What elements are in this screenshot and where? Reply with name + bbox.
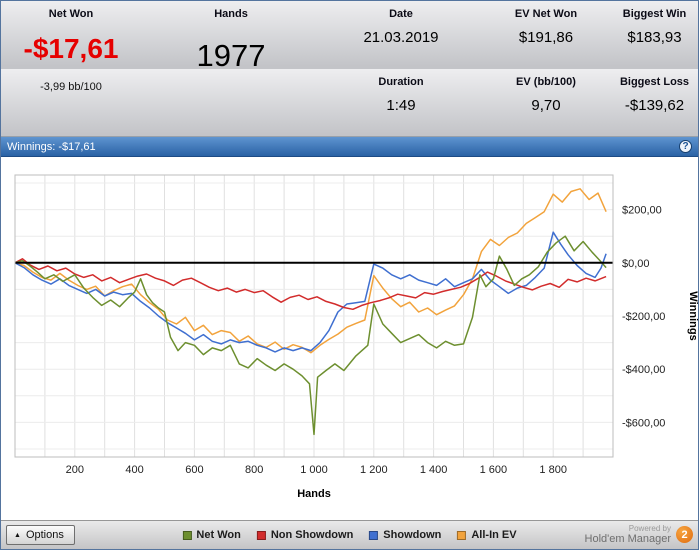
legend-swatch-icon [369, 530, 379, 540]
y-tick-label: -$600,00 [622, 417, 665, 429]
ev-net-won-value: $191,86 [518, 29, 574, 46]
net-won-label: Net Won [48, 8, 94, 20]
duration-label: Duration [378, 76, 424, 88]
series-lines [14, 188, 607, 436]
x-tick-label: 400 [125, 464, 143, 476]
help-icon[interactable]: ? [679, 140, 692, 153]
x-tick-label: 1 200 [360, 464, 388, 476]
stats-header: Date 21.03.2019 Net Won -$17,61 -3,99 bb… [1, 1, 698, 137]
legend-swatch-icon [457, 530, 467, 540]
series-line-net-won [14, 235, 607, 436]
legend-item-non-showdown: Non Showdown [256, 529, 354, 541]
y-tick-label: -$200,00 [622, 311, 665, 323]
x-tick-label: 1 600 [480, 464, 508, 476]
stat-hands: Hands 1977 [141, 1, 321, 137]
stat-date: Date 21.03.2019 [321, 1, 481, 69]
brand-label: Hold'em Manager [584, 533, 671, 546]
caret-up-icon: ▲ [14, 531, 21, 539]
stat-biggest-win: Biggest Win $183,93 [611, 1, 698, 69]
chart-titlebar: Winnings: -$17,61 ? [1, 137, 698, 157]
stat-ev-bb100: EV (bb/100) 9,70 [481, 69, 611, 137]
chart-canvas: 200 400 600 800 1 000 1 200 1 400 1 600 1 800 $20… [14, 174, 699, 500]
stat-net-won: Net Won -$17,61 -3,99 bb/100 [1, 1, 141, 137]
options-button[interactable]: ▲ Options [6, 525, 75, 545]
stat-biggest-loss: Biggest Loss -$139,62 [611, 69, 698, 137]
powered-by-block: Powered by Hold'em Manager 2 [585, 524, 693, 546]
x-tick-label: 1 800 [539, 464, 567, 476]
x-tick-label: 1 000 [300, 464, 328, 476]
y-tick-label: $0,00 [622, 258, 650, 270]
series-line-all-in-ev [14, 188, 607, 354]
hm2-logo: 2 [676, 526, 693, 544]
ev-bb100-value: 9,70 [531, 97, 561, 114]
legend-label: Showdown [383, 529, 442, 541]
hands-label: Hands [214, 8, 248, 20]
grid [15, 175, 613, 457]
plot-border [14, 174, 614, 458]
y-tick-label: $200,00 [622, 205, 662, 217]
y-axis-title: Winnings [687, 291, 699, 340]
x-tick-label: 600 [185, 464, 203, 476]
biggest-win-label: Biggest Win [622, 8, 687, 20]
hands-value: 1977 [196, 38, 266, 73]
biggest-win-value: $183,93 [627, 29, 682, 46]
series-line-non-showdown [14, 258, 607, 311]
net-won-bb100: -3,99 bb/100 [40, 81, 102, 93]
chart-legend: Net Won Non Showdown Showdown All-In EV [182, 529, 517, 541]
series-line-showdown [14, 231, 607, 353]
biggest-loss-value: -$139,62 [624, 97, 685, 114]
net-won-value: -$17,61 [23, 33, 119, 64]
x-tick-label: 1 400 [420, 464, 448, 476]
legend-label: All-In EV [471, 529, 517, 541]
axes: 200 400 600 800 1 000 1 200 1 400 1 600 1 800 $20… [14, 174, 699, 500]
stat-duration: Duration 1:49 [321, 69, 481, 137]
ev-net-won-label: EV Net Won [514, 8, 578, 20]
legend-item-showdown: Showdown [369, 529, 441, 541]
powered-by-text: Powered by Hold'em Manager [585, 524, 671, 546]
y-tick-label: -$400,00 [622, 364, 665, 376]
legend-label: Non Showdown [270, 529, 354, 541]
legend-label: Net Won [196, 529, 241, 541]
legend-swatch-icon [256, 530, 266, 540]
stat-ev-net-won: EV Net Won $191,86 [481, 1, 611, 69]
status-bar: ▲ Options Net Won Non Showdown Showdown All… [1, 520, 698, 549]
chart-title: Winnings: -$17,61 [7, 140, 96, 153]
powered-by-label: Powered by [628, 524, 671, 534]
legend-item-all-in-ev: All-In EV [457, 529, 517, 541]
winnings-chart: 200 400 600 800 1 000 1 200 1 400 1 600 1 800 $20… [1, 157, 698, 520]
x-tick-label: 800 [245, 464, 263, 476]
legend-swatch-icon [182, 530, 192, 540]
x-tick-label: 200 [66, 464, 84, 476]
biggest-loss-label: Biggest Loss [619, 76, 690, 88]
duration-value: 1:49 [386, 97, 416, 114]
ev-bb100-label: EV (bb/100) [516, 76, 576, 88]
legend-item-net-won: Net Won [182, 529, 241, 541]
x-axis-title: Hands [297, 488, 331, 500]
options-button-label: Options [25, 529, 64, 541]
date-label: Date [389, 8, 413, 20]
date-value: 21.03.2019 [363, 29, 439, 46]
